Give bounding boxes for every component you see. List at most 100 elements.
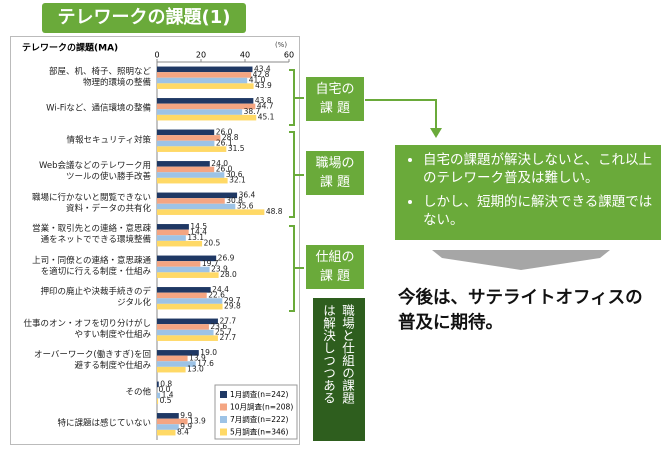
y-tick-label: 情報セキュリティ対策	[66, 135, 152, 146]
value-label: 22.6	[208, 290, 225, 299]
bar	[157, 83, 254, 89]
value-label: 19.0	[200, 348, 217, 357]
summary-item: 自宅の課題が解決しないと、これ以上のテレワーク普及は難しい。	[423, 151, 653, 187]
bar	[157, 109, 243, 115]
value-label: 17.6	[197, 359, 214, 368]
bar	[157, 366, 186, 373]
brackets	[289, 69, 304, 312]
bar	[157, 292, 207, 299]
bar	[157, 209, 265, 215]
y-tick-label: Wi-Fiなど、通信環境の整備	[46, 103, 151, 114]
value-label: 13.0	[187, 365, 204, 374]
callout: 仕組の 課 題	[306, 245, 364, 289]
value-label: 30.8	[226, 196, 243, 205]
bar	[157, 114, 257, 121]
arrow-head	[430, 128, 442, 138]
value-label: 13.9	[189, 353, 206, 362]
bar	[157, 424, 179, 430]
x-tick-label: 0	[154, 51, 159, 60]
value-label: 25.7	[215, 328, 232, 337]
y-tick-label: 職場に行かないと閲覧できない 資料・データの共有化	[31, 192, 151, 214]
y-tick-label: オーバーワーク(働きすぎ)を回 避する制度や仕組み	[33, 350, 151, 372]
y-tick-label: 仕事のオン・オフを切り分けがし やすい制度や仕組み	[23, 318, 151, 340]
bar	[157, 77, 248, 84]
bar	[157, 229, 189, 236]
legend-swatch	[220, 391, 227, 398]
conclusion: 今後は、サテライトオフィスの普及に期待。	[398, 288, 643, 333]
y-tick-label: 特に課題は感じていない	[57, 418, 151, 429]
value-label: 24.0	[211, 159, 228, 168]
arrow	[365, 99, 437, 130]
legend-label: 7月調査(n=222)	[230, 414, 289, 424]
bracket	[289, 131, 304, 218]
value-label: 13.1	[187, 233, 204, 242]
legend-box	[214, 384, 298, 440]
callout: 職場の 課 題	[306, 151, 364, 195]
value-label: 43.4	[254, 64, 271, 73]
bar	[157, 129, 215, 136]
bar	[157, 287, 211, 293]
bar	[157, 198, 225, 204]
bar	[157, 355, 188, 362]
bar	[157, 298, 223, 304]
bar	[157, 172, 225, 178]
value-label: 26.0	[216, 164, 233, 173]
value-label: 43.8	[255, 96, 272, 105]
bar	[157, 192, 238, 199]
value-label: 32.1	[229, 176, 246, 185]
bar	[157, 146, 227, 152]
value-label: 45.1	[258, 113, 275, 122]
legend-label: 1月調査(n=242)	[230, 389, 289, 399]
bar	[157, 98, 254, 104]
summary-box: 自宅の課題が解決しないと、これ以上のテレワーク普及は難しい。しかし、短期的に解決…	[395, 145, 661, 240]
bar	[157, 72, 252, 78]
bar	[157, 392, 161, 399]
unit-label: (%)	[275, 41, 287, 49]
value-label: 29.7	[224, 296, 241, 305]
value-label: 26.1	[216, 139, 233, 148]
value-label: 19.7	[202, 259, 219, 268]
value-label: 14.4	[190, 227, 207, 236]
bar	[157, 255, 217, 262]
value-label: 31.5	[228, 144, 245, 153]
bar	[157, 303, 223, 310]
value-label: 26.0	[216, 127, 233, 136]
value-label: 9.9	[180, 411, 192, 420]
value-label: 44.7	[257, 101, 274, 110]
legend-label: 5月調査(n=346)	[230, 427, 289, 437]
legend-label: 10月調査(n=208)	[230, 402, 293, 412]
bracket	[289, 225, 304, 312]
bar	[157, 224, 189, 230]
bar	[157, 329, 214, 336]
y-tick-label: その他	[125, 387, 151, 398]
value-label: 42.8	[253, 70, 270, 79]
bar	[157, 135, 221, 141]
value-label: 14.5	[190, 222, 207, 231]
down-arrow	[432, 250, 610, 270]
value-label: 13.9	[189, 416, 206, 425]
bar	[157, 266, 210, 273]
value-label: 0.0	[159, 385, 171, 394]
legend-swatch	[220, 428, 227, 436]
bar	[157, 140, 215, 147]
chart-title: テレワークの課題(MA)	[22, 42, 118, 54]
value-label: 30.6	[226, 170, 243, 179]
value-label: 36.4	[239, 190, 256, 199]
value-label: 26.9	[218, 253, 235, 262]
bar	[157, 261, 201, 267]
value-label: 24.4	[212, 285, 229, 294]
x-tick-label: 40	[240, 51, 250, 60]
bar	[157, 235, 186, 241]
value-label: 43.9	[255, 81, 272, 90]
bar	[157, 335, 218, 341]
bar	[157, 429, 176, 436]
bar	[157, 318, 218, 325]
bar	[157, 166, 215, 173]
bar	[157, 398, 159, 404]
value-label: 35.6	[237, 202, 254, 211]
value-label: 0.8	[160, 379, 172, 388]
value-label: 8.4	[177, 428, 189, 437]
value-label: 0.5	[160, 396, 172, 405]
